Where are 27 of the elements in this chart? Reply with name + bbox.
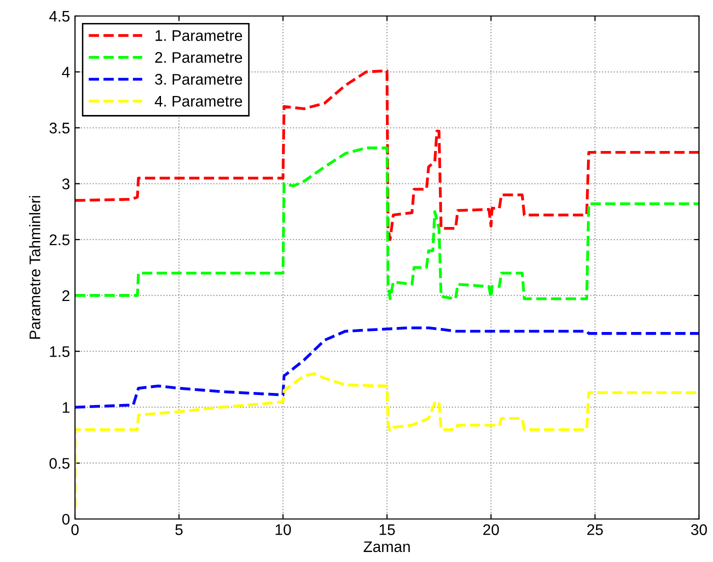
x-axis-title: Zaman	[364, 541, 410, 552]
y-tick-label: 2.5	[50, 234, 70, 246]
x-tick-label: 0	[71, 524, 79, 536]
legend-label: 1. Parametre	[156, 30, 242, 41]
x-tick-label: 15	[380, 524, 395, 536]
x-tick-label: 5	[175, 524, 183, 536]
legend-label: 3. Parametre	[155, 74, 242, 85]
y-tick-label: 3	[62, 178, 70, 190]
x-tick-label: 30	[691, 524, 707, 536]
line-series	[75, 326, 699, 409]
y-tick-label: 4.5	[49, 11, 70, 22]
y-tick-label: 0	[62, 514, 70, 525]
y-tick-label: 4	[62, 66, 70, 78]
x-tick-label: 25	[587, 524, 603, 536]
y-tick-label: 1.5	[50, 346, 70, 358]
legend-label: 2. Parametre	[155, 52, 242, 63]
y-tick-label: 0.5	[50, 458, 70, 469]
x-tick-label: 20	[483, 524, 499, 536]
line-series	[75, 372, 699, 510]
y-axis-title: Parametre Tahminleri	[29, 196, 40, 339]
y-tick-label: 3.5	[49, 122, 70, 134]
y-tick-label: 1	[62, 402, 70, 413]
y-tick-label: 2	[62, 290, 70, 301]
line-series	[75, 146, 699, 300]
legend-label: 4. Parametre	[154, 96, 242, 107]
x-tick-label: 10	[276, 524, 291, 536]
line-series	[75, 69, 699, 241]
